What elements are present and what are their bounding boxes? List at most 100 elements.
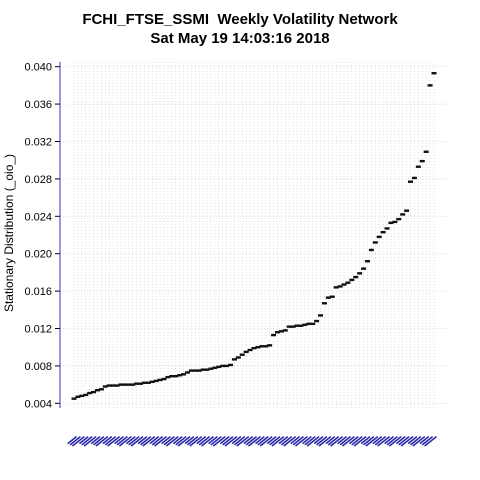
x-tick-label-mark (95, 436, 109, 447)
x-tick-label-mark (222, 436, 234, 446)
data-point (184, 371, 190, 374)
data-point (71, 397, 77, 400)
data-point (306, 322, 312, 326)
data-point (224, 364, 230, 368)
x-tick-labels (67, 436, 437, 447)
data-point (247, 348, 253, 352)
chart-title: FCHI_FTSE_SSMI Weekly Volatility Network (82, 11, 398, 28)
x-tick-label-mark (166, 436, 179, 447)
x-tick-label-mark (269, 436, 281, 446)
data-point (130, 383, 136, 386)
data-point (145, 381, 151, 384)
data-point (404, 209, 410, 212)
data-point (98, 388, 104, 391)
data-point (235, 356, 241, 359)
data-point (411, 176, 417, 180)
data-point (349, 278, 355, 282)
y-tick-label: 0.004 (24, 398, 52, 410)
data-point (231, 358, 237, 361)
x-tick-label-mark (173, 436, 183, 445)
x-tick-label-mark (104, 436, 116, 446)
data-point (114, 384, 120, 387)
x-tick-label-mark (210, 436, 222, 446)
data-point (91, 390, 97, 394)
x-tick-label-mark (353, 436, 367, 447)
data-point (368, 248, 374, 252)
data-point (372, 241, 378, 244)
data-point (408, 180, 414, 183)
x-tick-label-mark (69, 436, 81, 446)
x-tick-label-mark (377, 436, 390, 447)
x-tick-label-mark (407, 436, 418, 445)
x-tick-label-mark (412, 436, 426, 447)
data-point (302, 323, 308, 326)
x-tick-label-mark (234, 436, 246, 446)
x-tick-label-mark (196, 436, 206, 445)
data-point (423, 150, 429, 153)
y-tick-label: 0.020 (24, 249, 52, 261)
x-tick-label-mark (396, 436, 406, 445)
x-tick-label-mark (90, 436, 101, 445)
x-tick-label-mark (316, 436, 328, 446)
x-tick-label-mark (424, 436, 437, 447)
y-tick-label: 0.008 (24, 361, 52, 373)
data-point (388, 221, 394, 225)
x-tick-label-mark (201, 436, 214, 447)
data-point (282, 329, 288, 332)
data-point (427, 84, 433, 87)
x-tick-label-mark (365, 436, 379, 447)
data-point (106, 384, 112, 387)
data-point (239, 353, 245, 356)
data-point (376, 235, 382, 239)
chart-subtitle: Sat May 19 14:03:16 2018 (150, 30, 330, 47)
x-tick-label-mark (140, 436, 152, 446)
data-point (216, 365, 222, 369)
x-tick-label-mark (283, 436, 296, 447)
data-point (341, 283, 347, 286)
y-axis-label: Stationary Distribution (_oio_) (2, 154, 16, 312)
data-point (310, 322, 316, 326)
data-point (188, 369, 194, 372)
data-point (110, 384, 116, 387)
data-point (87, 391, 93, 395)
data-point (329, 295, 335, 298)
data-point (165, 375, 171, 379)
x-tick-label-mark (295, 436, 308, 447)
x-tick-label-mark (231, 436, 242, 445)
data-point (157, 378, 163, 382)
data-point (173, 375, 179, 378)
x-tick-label-mark (67, 436, 77, 445)
data-point (204, 368, 210, 371)
x-tick-label-mark (266, 436, 277, 445)
data-point (278, 330, 284, 333)
data-point (126, 383, 132, 386)
x-tick-label-mark (313, 436, 324, 445)
data-point (196, 369, 202, 372)
x-tick-label-mark (419, 436, 429, 445)
x-tick-label-mark (93, 436, 105, 446)
x-tick-label-mark (342, 436, 355, 447)
data-point (337, 285, 343, 288)
data-point (271, 333, 277, 337)
data-point (298, 324, 304, 327)
data-point (357, 272, 363, 275)
x-tick-label-mark (187, 436, 199, 446)
y-tick-label: 0.016 (24, 286, 52, 298)
data-point (79, 394, 85, 398)
data-point (228, 363, 234, 367)
x-tick-label-mark (372, 436, 383, 445)
data-point (181, 373, 187, 376)
data-point (83, 393, 89, 397)
data-point (161, 377, 167, 381)
x-tick-label-mark (81, 436, 93, 446)
x-tick-label-mark (325, 436, 336, 445)
x-tick-label-mark (224, 436, 238, 447)
x-tick-label-mark (236, 436, 249, 447)
x-tick-label-mark (83, 436, 97, 447)
data-point (431, 72, 437, 75)
data-point (138, 382, 144, 385)
x-tick-label-mark (175, 436, 187, 446)
data-point (212, 366, 218, 369)
data-point (192, 369, 198, 372)
data-point (361, 267, 367, 270)
